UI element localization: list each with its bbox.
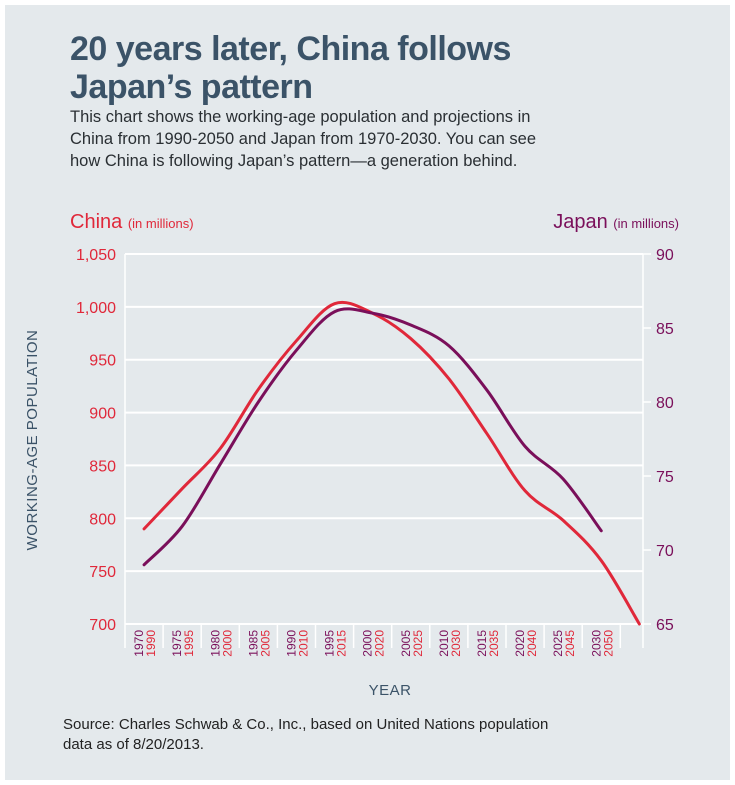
left-tick-label: 700 bbox=[89, 617, 116, 634]
x-tick-label-japan: 2020 bbox=[513, 630, 527, 657]
x-tick-label-japan: 1985 bbox=[246, 630, 260, 657]
right-tick-label: 75 bbox=[656, 469, 674, 486]
source-line-1: Source: Charles Schwab & Co., Inc., base… bbox=[63, 716, 549, 733]
left-tick-label: 1,000 bbox=[76, 300, 116, 317]
gridlines bbox=[124, 253, 644, 648]
x-tick-label-japan: 1995 bbox=[323, 630, 337, 657]
left-tick-label: 850 bbox=[89, 458, 116, 475]
source-line-2: data as of 8/20/2013. bbox=[63, 736, 204, 753]
series-lines bbox=[142, 300, 641, 626]
legend-china-unit: (in millions) bbox=[127, 216, 194, 231]
x-axis-title: YEAR bbox=[369, 682, 412, 699]
legend-japan-name: Japan bbox=[553, 211, 608, 233]
right-tick-label: 70 bbox=[656, 543, 674, 560]
x-tick-label-japan: 2025 bbox=[551, 630, 565, 657]
left-axis-ticks: 700 750 800 850 900 950 1,000 1,050 bbox=[76, 247, 116, 634]
x-tick-label-japan: 1975 bbox=[170, 630, 184, 657]
x-tick-label-japan: 2005 bbox=[399, 630, 413, 657]
x-tick-label-china: 2020 bbox=[373, 630, 387, 657]
chart-subtitle: This chart shows the working-age populat… bbox=[70, 106, 670, 172]
x-tick-label-china: 2030 bbox=[449, 630, 463, 657]
left-tick-label: 1,050 bbox=[76, 247, 116, 264]
subtitle-line-3: how China is following Japan’s pattern—a… bbox=[70, 152, 518, 170]
x-tick-label-china: 2015 bbox=[335, 630, 349, 657]
left-tick-label: 900 bbox=[89, 406, 116, 423]
x-tick-label-china: 2005 bbox=[258, 630, 272, 657]
x-tick-label-china: 1995 bbox=[182, 630, 196, 657]
title-line-1: 20 years later, China follows bbox=[70, 30, 511, 68]
x-tick-label-china: 2040 bbox=[525, 630, 539, 657]
right-tick-label: 65 bbox=[656, 617, 674, 634]
legend-china: China (in millions) bbox=[70, 211, 194, 234]
series-line-china bbox=[142, 300, 641, 626]
x-tick-label-japan: 2015 bbox=[475, 630, 489, 657]
legend-japan-unit: (in millions) bbox=[613, 216, 679, 231]
x-tick-label-china: 2000 bbox=[220, 630, 234, 657]
x-tick-label-japan: 1980 bbox=[208, 630, 222, 657]
series-line-japan bbox=[142, 307, 603, 567]
right-tick-label: 85 bbox=[656, 321, 674, 338]
x-tick-label-china: 1990 bbox=[144, 630, 158, 657]
x-tick-label-china: 2045 bbox=[563, 630, 577, 657]
left-tick-label: 750 bbox=[89, 564, 116, 581]
chart-card bbox=[5, 5, 730, 780]
x-tick-label-japan: 2030 bbox=[589, 630, 603, 657]
y-axis-title: WORKING-AGE POPULATION bbox=[24, 330, 41, 551]
x-tick-label-china: 2035 bbox=[487, 630, 501, 657]
x-tick-label-japan: 1990 bbox=[284, 630, 298, 657]
x-tick-label-japan: 1970 bbox=[132, 630, 146, 657]
source-note: Source: Charles Schwab & Co., Inc., base… bbox=[63, 715, 623, 755]
x-tick-label-china: 2025 bbox=[411, 630, 425, 657]
subtitle-line-2: China from 1990-2050 and Japan from 1970… bbox=[70, 130, 537, 148]
x-tick-label-japan: 2000 bbox=[361, 630, 375, 657]
title-line-2: Japan’s pattern bbox=[70, 68, 313, 106]
legend-japan: Japan (in millions) bbox=[553, 211, 679, 234]
right-tick-label: 80 bbox=[656, 395, 674, 412]
left-tick-label: 800 bbox=[89, 511, 116, 528]
right-tick-label: 90 bbox=[656, 247, 674, 264]
legend-china-name: China bbox=[70, 211, 123, 233]
subtitle-line-1: This chart shows the working-age populat… bbox=[70, 108, 531, 126]
x-tick-label-china: 2010 bbox=[296, 630, 310, 657]
x-tick-label-japan: 2010 bbox=[437, 630, 451, 657]
left-tick-label: 950 bbox=[89, 353, 116, 370]
right-axis-ticks: 65 70 75 80 85 90 bbox=[643, 247, 674, 634]
chart-title: 20 years later, China follows Japan’s pa… bbox=[70, 30, 630, 106]
x-tick-label-china: 2050 bbox=[601, 630, 615, 657]
